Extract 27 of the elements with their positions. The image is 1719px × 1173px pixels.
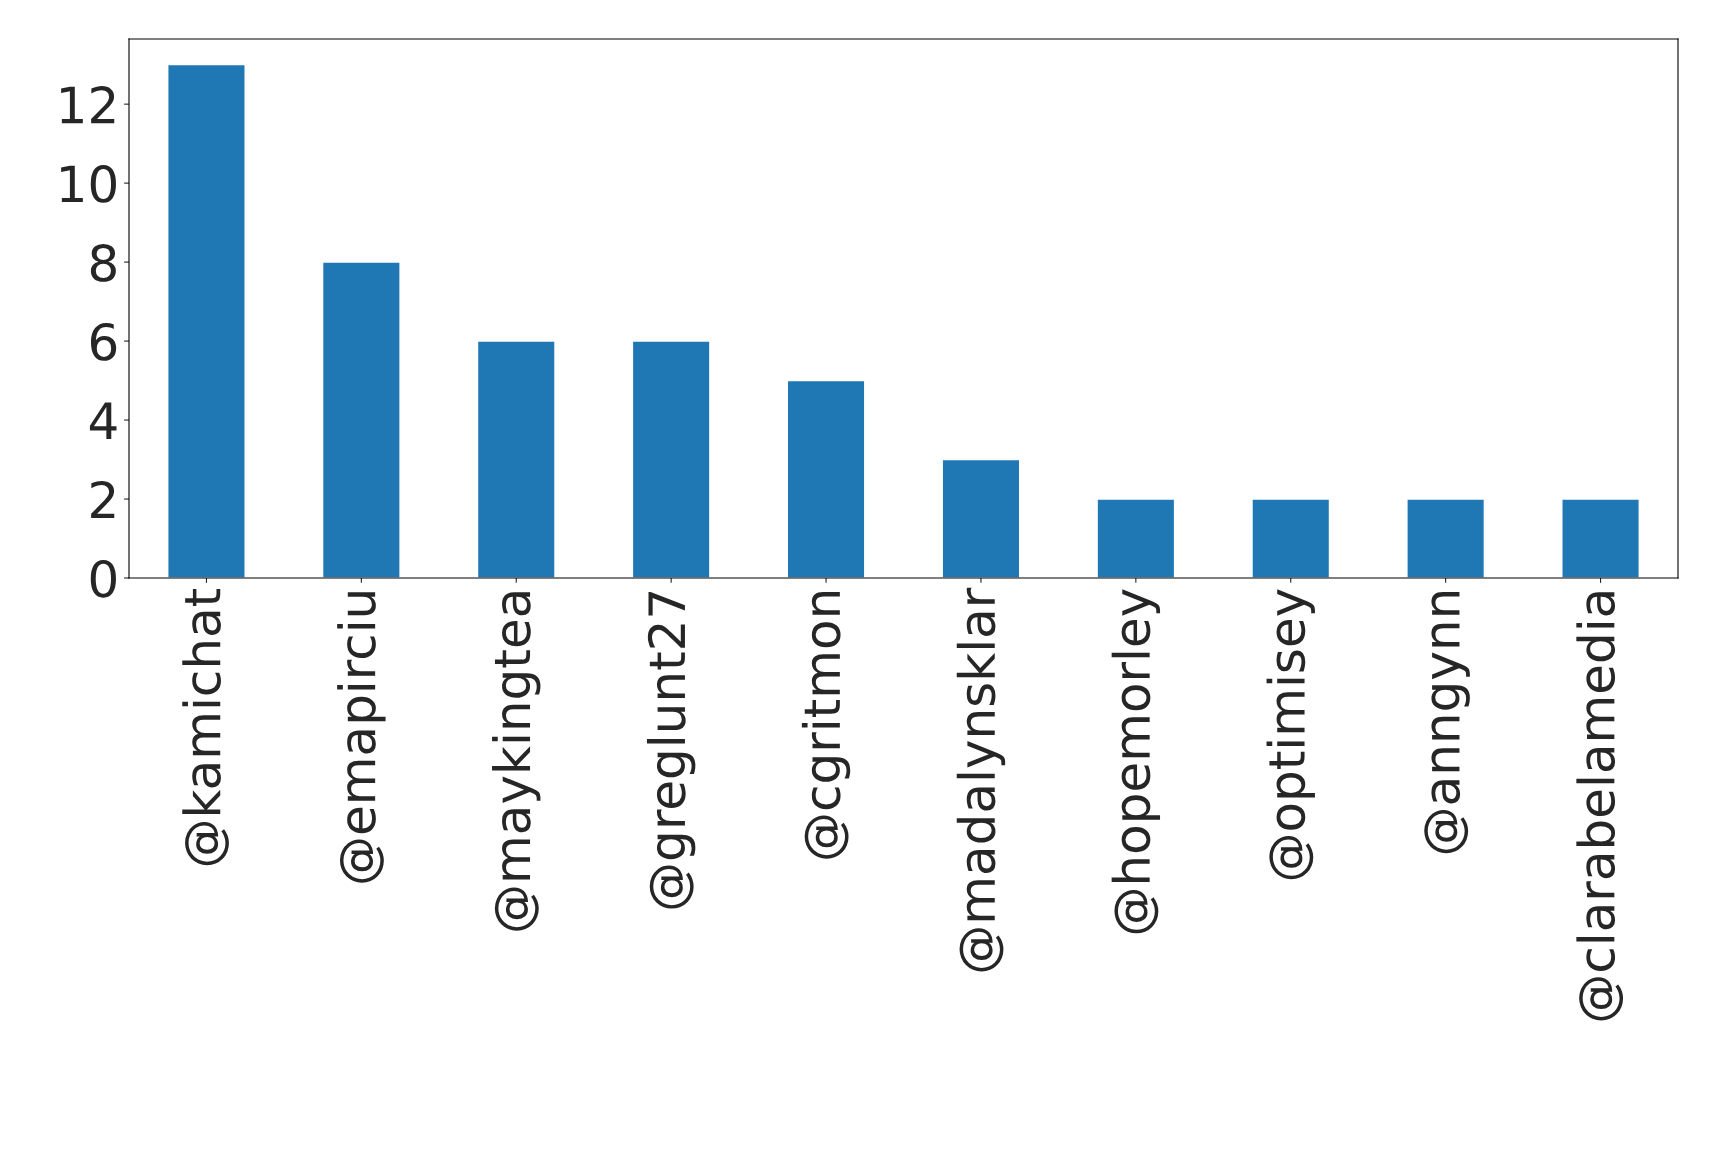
bar — [941, 458, 1021, 578]
x-tick-label: @cgritmon — [801, 591, 851, 859]
y-tick-label: 4 — [89, 402, 117, 440]
x-tick-label: @emapirciu — [337, 592, 386, 883]
bar — [321, 261, 401, 578]
y-tick-label: 0 — [90, 559, 116, 598]
bar — [1251, 498, 1331, 578]
bar — [786, 379, 866, 578]
bar — [1406, 498, 1486, 578]
bar — [476, 340, 556, 578]
x-tick-label: @maykingtea — [492, 592, 541, 931]
y-tick-label: 8 — [90, 243, 116, 282]
bar — [631, 340, 711, 578]
y-tick-label: 10 — [61, 165, 116, 203]
y-tick-label: 2 — [91, 480, 115, 519]
bar — [1096, 498, 1176, 578]
y-tick-label: 12 — [61, 86, 115, 124]
x-tick-label: @hopemorley — [1111, 589, 1161, 934]
bar — [1561, 498, 1640, 578]
x-tick-label: @anngynn — [1424, 591, 1470, 854]
x-tick-label: @kamichat — [182, 588, 229, 866]
y-tick-label: 6 — [90, 322, 117, 361]
x-tick-label: @clarabelamedia — [1576, 592, 1624, 1021]
x-tick-label: @greglunt27 — [646, 592, 696, 909]
bar — [167, 63, 246, 578]
x-tick-label: @madalynsklar — [956, 587, 1006, 972]
x-tick-label: @optimisey — [1266, 589, 1315, 880]
